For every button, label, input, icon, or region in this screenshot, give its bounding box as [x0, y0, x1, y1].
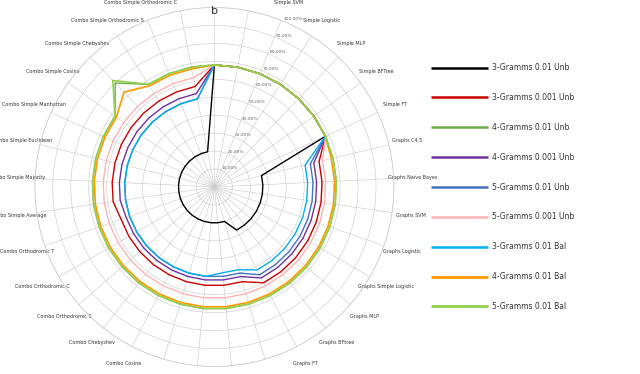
Text: b: b: [211, 6, 218, 16]
Text: 3-Gramms 0.01 Unb: 3-Gramms 0.01 Unb: [492, 63, 570, 72]
Text: 5-Gramms 0.01 Unb: 5-Gramms 0.01 Unb: [492, 183, 570, 191]
Text: 5-Gramms 0.001 Unb: 5-Gramms 0.001 Unb: [492, 212, 575, 221]
Text: 4-Gramms 0.01 Bal: 4-Gramms 0.01 Bal: [492, 272, 566, 281]
Text: 4-Gramms 0.01 Unb: 4-Gramms 0.01 Unb: [492, 123, 570, 132]
Text: 4-Gramms 0.001 Unb: 4-Gramms 0.001 Unb: [492, 153, 575, 162]
Text: 3-Gramms 0.01 Bal: 3-Gramms 0.01 Bal: [492, 242, 566, 251]
Text: 5-Gramms 0.01 Bal: 5-Gramms 0.01 Bal: [492, 302, 566, 311]
Text: 3-Gramms 0.001 Unb: 3-Gramms 0.001 Unb: [492, 93, 575, 102]
